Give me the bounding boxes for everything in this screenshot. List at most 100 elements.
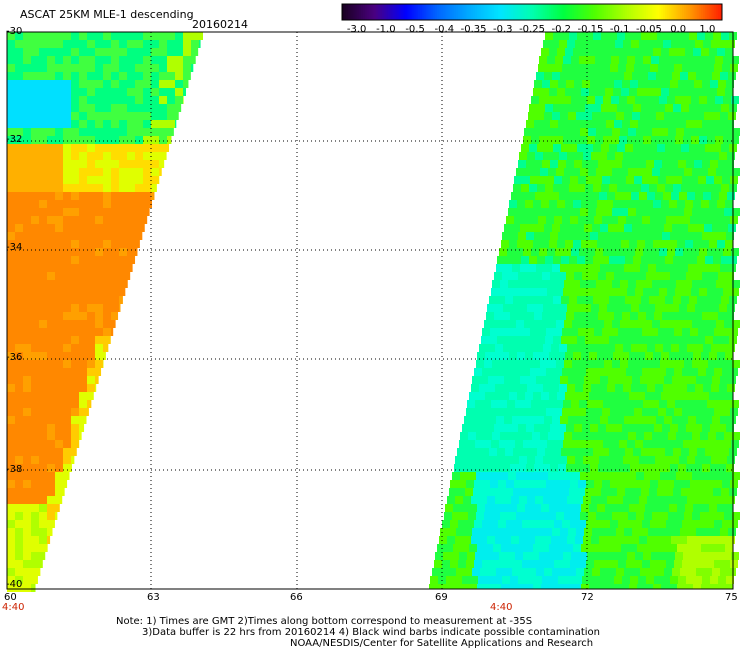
swath-cell (63, 360, 71, 368)
swath-cell (7, 120, 15, 128)
swath-cell (713, 488, 721, 496)
swath-cell (475, 552, 483, 560)
swath-cell (511, 304, 519, 312)
swath-cell (680, 376, 688, 384)
swath-cell (7, 200, 15, 208)
swath-cell (656, 528, 664, 536)
swath-cell (717, 504, 725, 512)
swath-cell (31, 360, 39, 368)
swath-cell (727, 536, 735, 544)
swath-cell (688, 224, 696, 232)
swath-cell (589, 48, 597, 56)
swath-cell (47, 64, 55, 72)
swath-cell (659, 96, 667, 104)
swath-cell (79, 232, 87, 240)
swath-cell (575, 152, 583, 160)
colorbar-segment (532, 4, 535, 20)
swath-cell (47, 56, 55, 64)
swath-cell (645, 48, 653, 56)
swath-cell (63, 488, 65, 496)
swath-cell (127, 200, 135, 208)
swath-cell (87, 104, 95, 112)
swath-cell (555, 248, 563, 256)
swath-cell (495, 384, 503, 392)
swath-cell (655, 384, 663, 392)
swath-cell (725, 544, 733, 552)
swath-cell (536, 72, 544, 80)
swath-cell (684, 168, 692, 176)
swath-cell (725, 352, 733, 360)
swath-cell (63, 56, 71, 64)
swath-cell (646, 160, 654, 168)
swath-cell (664, 72, 672, 80)
swath-cell (7, 568, 15, 576)
swath-cell (31, 376, 39, 384)
swath-cell (39, 136, 47, 144)
swath-cell (519, 152, 527, 160)
swath-cell (486, 424, 494, 432)
swath-cell (151, 32, 159, 40)
swath-cell (609, 256, 617, 264)
swath-cell (525, 392, 533, 400)
swath-cell (707, 288, 715, 296)
swath-cell (71, 80, 79, 88)
swath-cell (47, 112, 55, 120)
swath-cell (667, 400, 675, 408)
swath-cell (588, 320, 596, 328)
swath-cell (490, 408, 498, 416)
swath-cell (119, 288, 126, 296)
swath-cell (567, 384, 575, 392)
swath-cell (603, 96, 611, 104)
swath-cell (31, 232, 39, 240)
swath-cell (575, 192, 583, 200)
swath-cell (715, 440, 723, 448)
swath-cell (653, 584, 661, 589)
swath-cell (710, 312, 718, 320)
swath-cell (55, 472, 63, 480)
swath-cell (31, 480, 39, 488)
swath-cell (55, 448, 63, 456)
swath-cell (111, 320, 116, 328)
swath-cell (675, 288, 683, 296)
swath-cell (704, 224, 712, 232)
swath-cell (525, 240, 533, 248)
swath-cell (644, 360, 652, 368)
swath-cell (95, 384, 97, 392)
swath-cell (673, 336, 681, 344)
swath-cell (671, 344, 679, 352)
swath-cell (671, 536, 679, 544)
swath-cell (609, 448, 617, 456)
swath-cell (615, 40, 623, 48)
swath-cell (668, 280, 676, 288)
swath-cell (586, 368, 594, 376)
swath-cell (713, 32, 721, 40)
swath-cell (23, 536, 31, 544)
swath-cell (533, 200, 541, 208)
swath-cell (506, 520, 514, 528)
swath-cell (624, 264, 632, 272)
swath-cell (511, 536, 519, 544)
swath-cell (487, 304, 495, 312)
swath-cell (159, 128, 167, 136)
swath-cell (672, 376, 680, 384)
swath-cell (7, 400, 15, 408)
colorbar-label: 0.0 (670, 24, 686, 35)
swath-cell (71, 152, 79, 160)
swath-cell (634, 64, 642, 72)
swath-cell (15, 512, 23, 520)
swath-cell (707, 56, 715, 64)
swath-cell (691, 400, 699, 408)
swath-cell (676, 432, 684, 440)
swath-cell (602, 480, 610, 488)
colorbar-label: -0.25 (519, 24, 545, 35)
swath-cell (55, 224, 63, 232)
swath-cell (596, 320, 604, 328)
swath-cell (641, 336, 649, 344)
swath-cell (634, 176, 642, 184)
swath-cell (513, 448, 521, 456)
swath-cell (167, 136, 172, 144)
swath-cell (562, 176, 570, 184)
swath-cell (709, 240, 717, 248)
swath-cell (708, 320, 716, 328)
swath-cell (7, 152, 15, 160)
